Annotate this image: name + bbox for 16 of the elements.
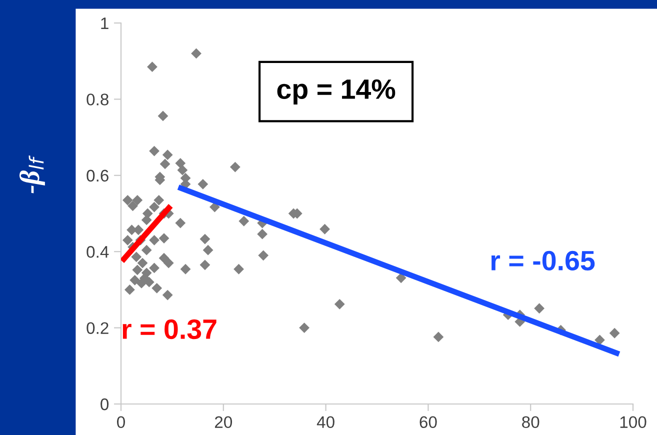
x-tick-label: 40 [316,416,334,428]
annotation: r = 0.37 [122,319,216,340]
x-tick-label: 0 [117,416,125,428]
y-tick-label: 1 [101,18,108,30]
y-tick-label: 0.4 [86,246,109,258]
x-tick-label: 100 [620,416,646,428]
x-tick-label: 80 [522,416,540,428]
annotation: cp = 14% [277,79,396,105]
x-tick-label: 60 [420,416,437,428]
y-tick-label: 0 [100,398,109,410]
y-tick-label: 0.8 [86,94,108,106]
y-tick-label: 0.2 [86,322,108,334]
annotation: r = -0.65 [491,250,595,270]
y-axis-title: -β$_{lf}$ [19,155,45,194]
x-tick-label: 20 [214,416,232,428]
y-tick-label: 0.6 [86,170,108,182]
